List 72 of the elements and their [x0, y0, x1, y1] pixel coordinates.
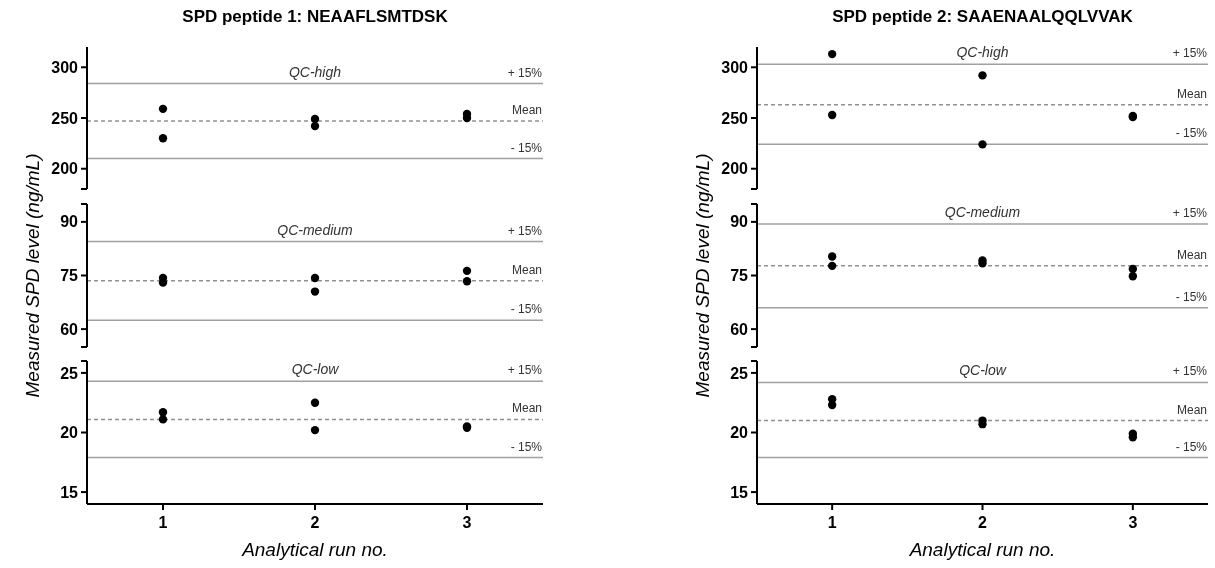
x-tick-label: 3 — [462, 514, 472, 531]
y-tick-label: 15 — [60, 483, 79, 501]
y-tick-label: 15 — [730, 483, 749, 501]
annotation: - 15% — [510, 439, 543, 454]
annotation: - 15% — [1175, 439, 1208, 454]
point — [978, 71, 987, 80]
annotation: QC-low — [291, 361, 340, 378]
chart-title: SPD peptide 2: SAAENAALQQLVVAK — [832, 7, 1134, 26]
annotation: QC-high — [956, 44, 1009, 61]
annotation: + 15% — [507, 223, 543, 238]
y-axis-title: Measured SPD level (ng/mL) — [692, 153, 713, 398]
chart-title: SPD peptide 1: NEAAFLSMTDSK — [182, 7, 449, 26]
ref-line-label: Mean — [511, 262, 542, 277]
y-axis-title: Measured SPD level (ng/mL) — [22, 153, 43, 398]
annotation: - 15% — [1175, 126, 1208, 141]
y-tick-label: 250 — [721, 109, 749, 127]
point — [158, 104, 168, 114]
point — [310, 121, 320, 131]
annotation: QC-medium — [277, 221, 354, 238]
ref-line-label: Mean — [511, 103, 542, 118]
annotation: QC-low — [959, 362, 1007, 379]
annotation: - 15% — [1175, 289, 1208, 304]
point — [827, 49, 837, 59]
annotation: - 15% — [510, 302, 543, 317]
annotation: + 15% — [1172, 206, 1208, 221]
annotation: - 15% — [510, 140, 543, 155]
point — [1128, 433, 1138, 442]
x-tick-label: 2 — [310, 514, 320, 531]
point — [827, 110, 837, 120]
ref-line-label: Mean — [1176, 247, 1207, 262]
point — [158, 415, 168, 424]
y-tick-label: 300 — [51, 58, 79, 76]
annotation: + 15% — [507, 363, 543, 378]
point — [978, 140, 987, 149]
y-tick-label: 60 — [730, 320, 749, 338]
y-tick-label: 20 — [730, 424, 749, 442]
point — [1128, 272, 1138, 281]
y-tick-label: 200 — [721, 160, 749, 178]
ref-line-label: Mean — [511, 401, 542, 416]
y-tick-label: 75 — [60, 267, 79, 285]
x-tick-label: 1 — [827, 514, 837, 531]
x-tick-label: 2 — [978, 514, 988, 531]
y-tick-label: 90 — [730, 213, 749, 231]
point — [462, 266, 472, 276]
annotation: + 15% — [1172, 46, 1208, 61]
point — [827, 252, 837, 261]
y-tick-label: 90 — [60, 213, 79, 231]
x-axis-title: Analytical run no. — [241, 539, 388, 560]
annotation: + 15% — [507, 65, 543, 80]
y-tick-label: 60 — [60, 320, 79, 338]
ref-line-label: Mean — [1176, 86, 1207, 101]
y-tick-label: 200 — [51, 160, 79, 178]
point — [310, 287, 320, 296]
point — [310, 425, 320, 435]
point — [310, 273, 320, 283]
x-axis-title: Analytical run no. — [908, 539, 1056, 560]
point — [158, 134, 168, 143]
y-tick-label: 250 — [51, 109, 79, 127]
y-tick-label: 25 — [730, 364, 749, 382]
annotation: QC-medium — [944, 204, 1021, 221]
y-tick-label: 20 — [60, 424, 79, 442]
annotation: + 15% — [1172, 364, 1208, 379]
x-tick-label: 3 — [1128, 514, 1138, 531]
point — [310, 398, 320, 407]
ref-line-label: Mean — [1176, 402, 1207, 417]
y-tick-label: 300 — [721, 58, 749, 76]
y-tick-label: 25 — [60, 364, 79, 382]
point — [827, 261, 837, 271]
point — [462, 277, 472, 286]
x-tick-label: 1 — [158, 514, 168, 531]
y-tick-label: 75 — [730, 267, 749, 285]
annotation: QC-high — [288, 63, 342, 80]
